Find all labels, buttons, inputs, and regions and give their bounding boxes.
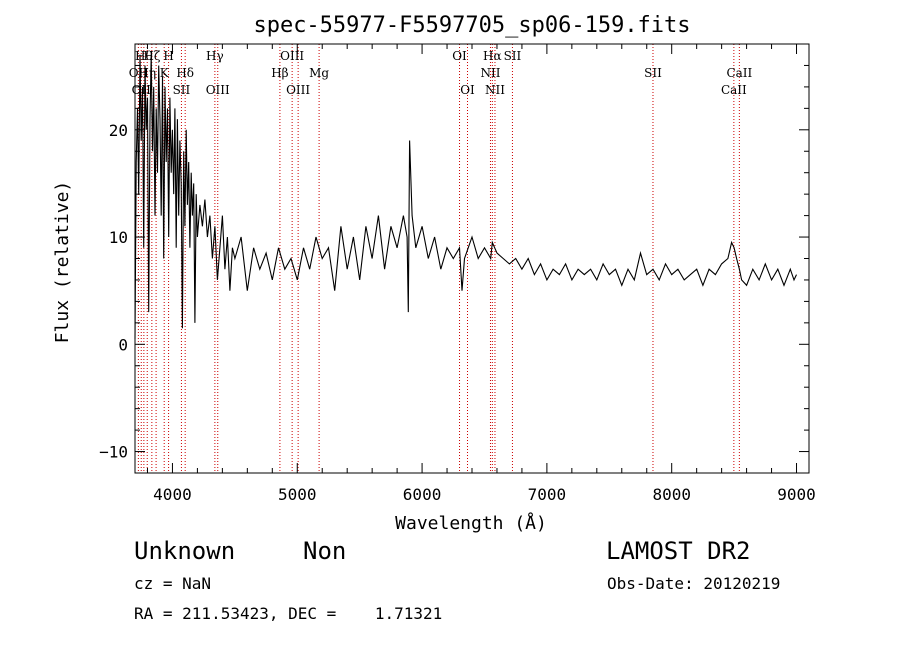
spectrum-line bbox=[134, 54, 797, 339]
line-marker-label-20: NII bbox=[485, 83, 505, 97]
line-marker-label-18: NII bbox=[480, 66, 500, 80]
y-tick-label-1: 0 bbox=[118, 335, 128, 354]
line-marker-label-12: Hβ bbox=[271, 66, 288, 80]
line-marker-label-8: SII bbox=[173, 83, 191, 97]
y-tick-label-0: −10 bbox=[99, 443, 128, 462]
x-tick-label-2: 6000 bbox=[403, 485, 442, 504]
cz-value: cz = NaN bbox=[134, 574, 212, 593]
emission-line-markers bbox=[137, 44, 740, 473]
x-axis-ticks: 4000 5000 6000 7000 8000 9000 bbox=[146, 44, 816, 504]
line-marker-label-21: SII bbox=[504, 49, 522, 63]
class-label: Unknown bbox=[134, 537, 236, 565]
line-marker-label-14: OIII bbox=[286, 83, 310, 97]
x-axis-label: Wavelength (Å) bbox=[395, 512, 547, 534]
chart-title: spec-55977-F5597705_sp06-159.fits bbox=[253, 13, 690, 38]
survey-label: LAMOST DR2 bbox=[606, 537, 751, 565]
line-marker-label-7: H bbox=[163, 49, 173, 63]
y-tick-label-3: 20 bbox=[109, 121, 128, 140]
line-marker-label-11: OIII bbox=[206, 83, 230, 97]
line-marker-label-0: OII bbox=[129, 66, 149, 80]
x-tick-label-1: 5000 bbox=[278, 485, 317, 504]
x-tick-label-5: 9000 bbox=[777, 485, 816, 504]
x-tick-label-4: 8000 bbox=[652, 485, 691, 504]
line-marker-label-6: K bbox=[160, 66, 170, 80]
line-marker-label-3: Hη bbox=[138, 66, 156, 80]
line-marker-label-19: Hα bbox=[483, 49, 502, 63]
line-marker-label-23: CaII bbox=[721, 83, 747, 97]
subclass-label: Non bbox=[303, 537, 347, 565]
y-tick-label-2: 10 bbox=[109, 228, 128, 247]
x-tick-label-0: 4000 bbox=[153, 485, 192, 504]
emission-line-labels: OIIOIIHθHηHζKHSIIHδHγOIIIHβOIIIOIIIMgOIO… bbox=[129, 49, 753, 97]
line-marker-label-24: CaII bbox=[726, 66, 752, 80]
line-marker-label-13: OIII bbox=[280, 49, 304, 63]
x-tick-label-3: 7000 bbox=[528, 485, 567, 504]
ra-dec: RA = 211.53423, DEC = 1.71321 bbox=[134, 604, 443, 623]
line-marker-label-4: Hζ bbox=[143, 49, 160, 63]
obs-date: Obs-Date: 20120219 bbox=[607, 574, 781, 593]
line-marker-label-16: OI bbox=[452, 49, 467, 63]
line-marker-label-15: Mg bbox=[309, 66, 329, 80]
y-axis-label: Flux (relative) bbox=[52, 181, 73, 344]
plot-frame bbox=[134, 43, 810, 474]
line-marker-label-22: SII bbox=[644, 66, 662, 80]
line-marker-label-9: Hδ bbox=[176, 66, 194, 80]
line-marker-label-17: OI bbox=[460, 83, 475, 97]
line-marker-label-10: Hγ bbox=[206, 49, 224, 63]
y-axis-ticks: −10 0 10 20 bbox=[99, 43, 809, 474]
